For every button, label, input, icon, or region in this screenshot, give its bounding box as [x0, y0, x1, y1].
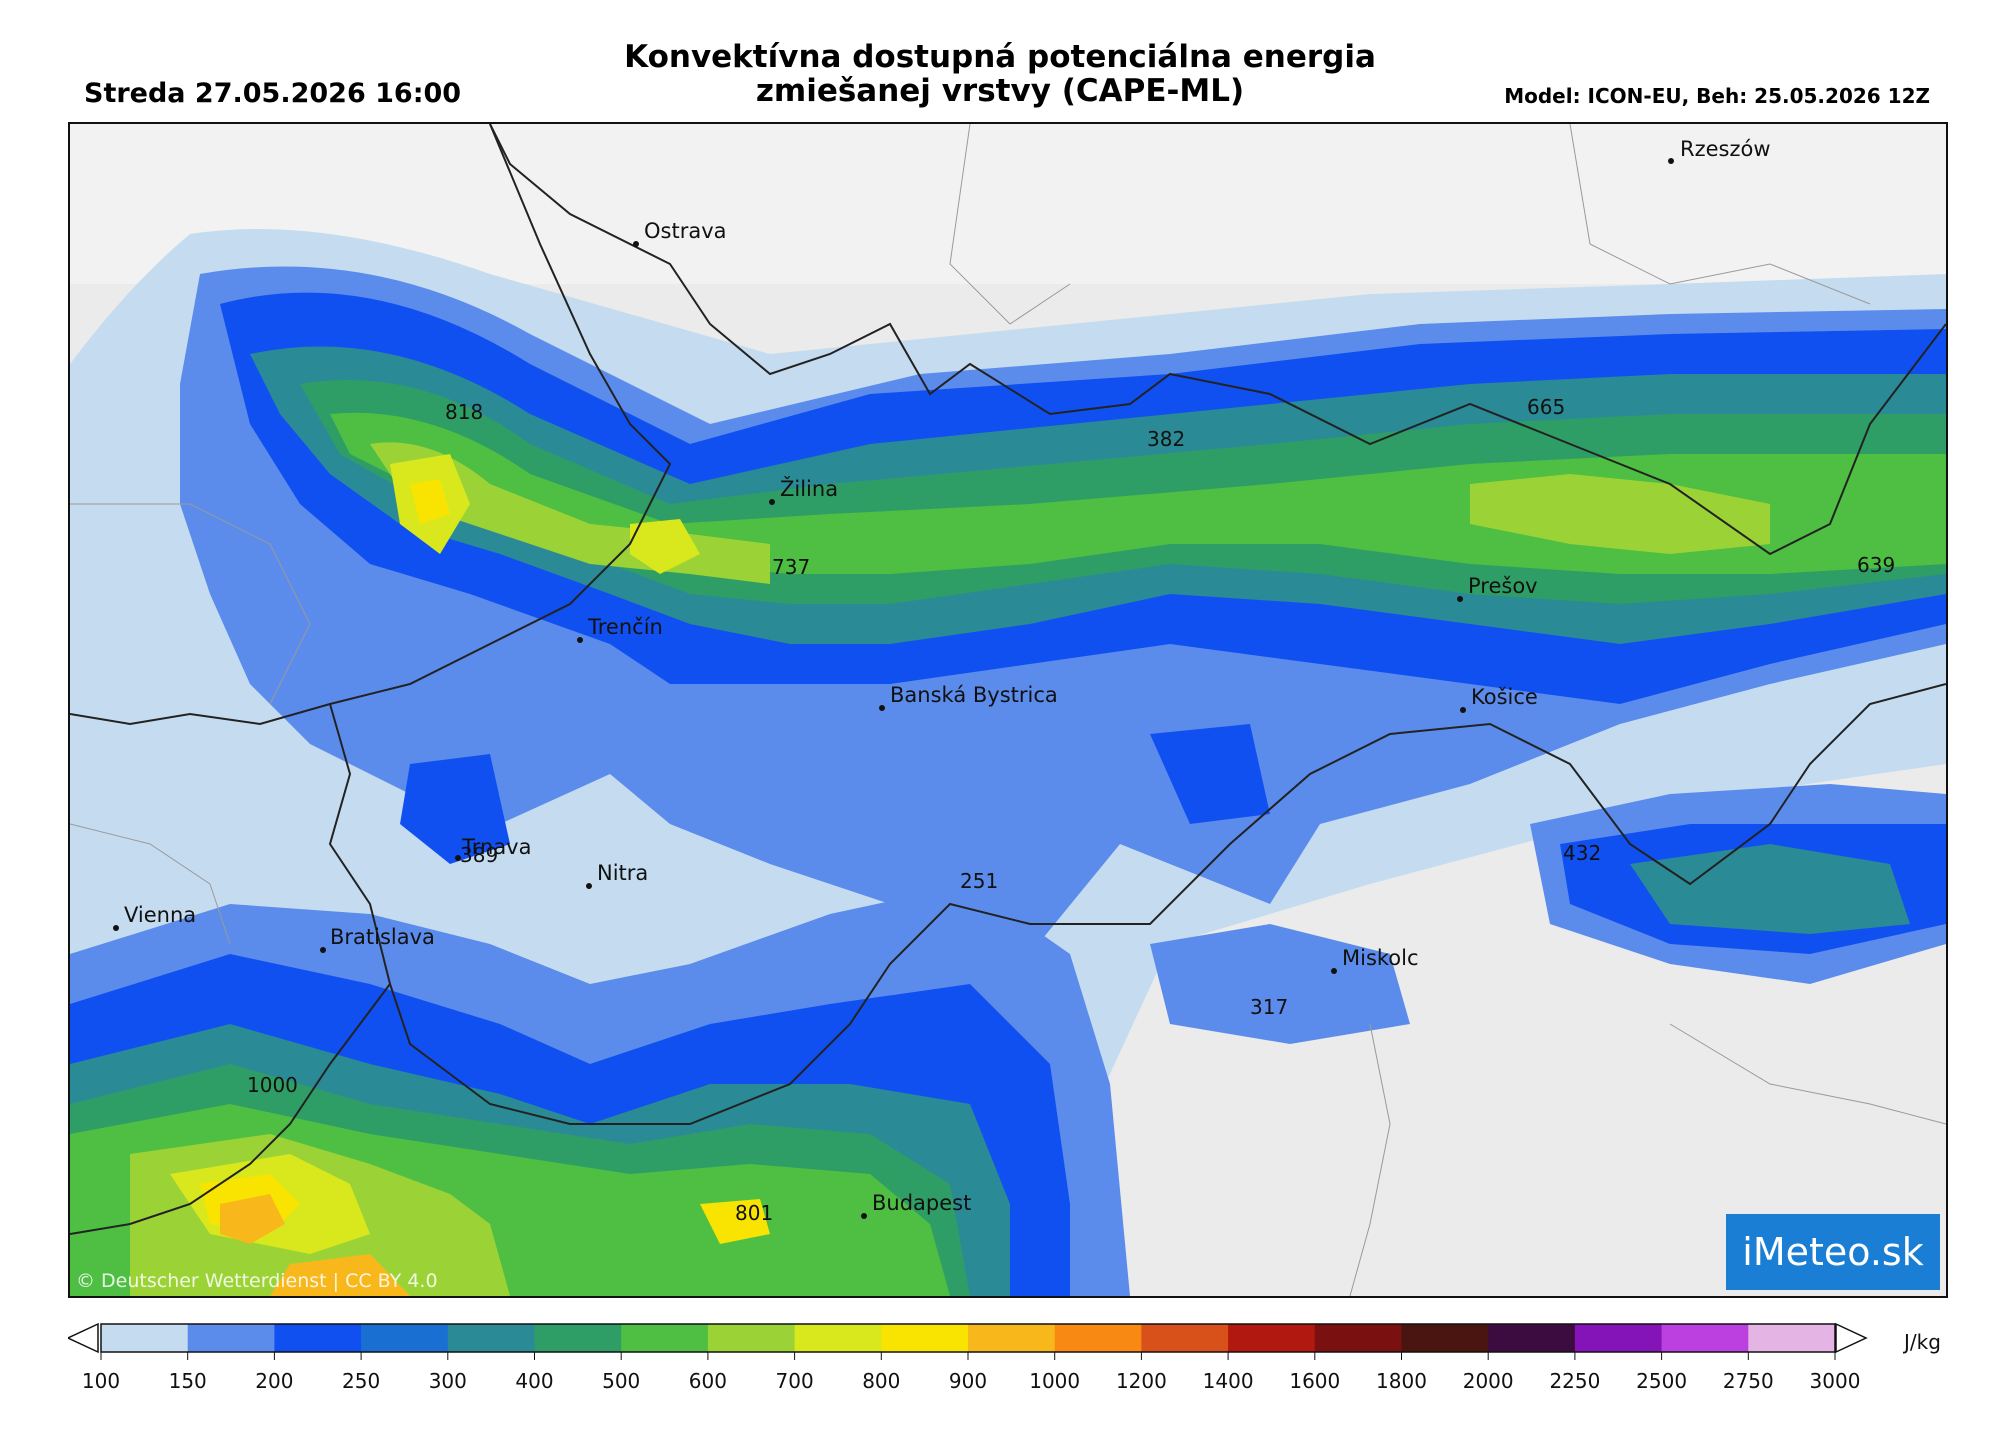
- legend-tick-label: 1800: [1376, 1369, 1427, 1393]
- legend-swatch: [534, 1324, 622, 1352]
- legend-tick-label: 2500: [1636, 1369, 1687, 1393]
- legend-swatch: [1488, 1324, 1576, 1352]
- legend-tick-label: 2000: [1463, 1369, 1514, 1393]
- legend-swatch: [361, 1324, 449, 1352]
- title-line-2: zmiešanej vrstvy (CAPE-ML): [755, 73, 1245, 109]
- city-label-banska-bystrica: Banská Bystrica: [890, 683, 1058, 707]
- city-dot-bratislava: [320, 947, 326, 953]
- city-dot-trnava: [455, 855, 461, 861]
- imeteo-logo[interactable]: iMeteo.sk: [1726, 1214, 1940, 1290]
- value-label: 317: [1250, 995, 1288, 1019]
- legend-swatch: [621, 1324, 709, 1352]
- colorbar-legend: 100 150 200 250 300 400 500 600 700 800 900 1000 120…: [68, 1322, 1868, 1393]
- legend-tick-label: 100: [82, 1369, 120, 1393]
- city-label-vienna: Vienna: [124, 903, 196, 927]
- legend-swatch: [1574, 1324, 1663, 1352]
- value-label: 639: [1857, 553, 1895, 577]
- city-label-trencin: Trenčín: [587, 615, 663, 639]
- legend-tick-label: 3000: [1810, 1369, 1861, 1393]
- map-panel[interactable]: Rzeszów Ostrava Žilina Trenčín Prešov Ko…: [68, 122, 1948, 1298]
- value-label: 818: [445, 400, 483, 424]
- city-markers: Rzeszów Ostrava Žilina Trenčín Prešov Ko…: [113, 137, 1771, 1219]
- city-label-presov: Prešov: [1468, 574, 1538, 598]
- city-label-trnava: Trnava: [461, 835, 531, 859]
- city-dot-kosice: [1460, 707, 1466, 713]
- legend-tick-label: 900: [949, 1369, 987, 1393]
- legend-tick-label: 200: [255, 1369, 293, 1393]
- value-label: 801: [735, 1201, 773, 1225]
- legend-tick-label: 1600: [1289, 1369, 1340, 1393]
- city-label-zilina: Žilina: [780, 476, 838, 501]
- legend-swatch: [1748, 1324, 1836, 1352]
- legend-tick-label: 1400: [1203, 1369, 1254, 1393]
- value-label: 389: [460, 843, 498, 867]
- copyright-notice: © Deutscher Wetterdienst | CC BY 4.0: [76, 1270, 438, 1292]
- legend-tick-label: 300: [429, 1369, 467, 1393]
- country-borders: [70, 124, 1946, 1235]
- legend-tick-label: 800: [862, 1369, 900, 1393]
- legend-tick-label: 500: [602, 1369, 640, 1393]
- city-dot-rzeszow: [1668, 158, 1674, 164]
- legend-tick-label: 150: [169, 1369, 207, 1393]
- city-dot-zilina: [769, 499, 775, 505]
- legend-tick-label: 1000: [1029, 1369, 1080, 1393]
- legend-tick-label: 600: [689, 1369, 727, 1393]
- legend-tick-label: 250: [342, 1369, 380, 1393]
- city-label-budapest: Budapest: [872, 1191, 971, 1215]
- city-dot-ostrava: [633, 241, 639, 247]
- legend-swatch: [707, 1324, 796, 1352]
- cape-value-labels: 818 737 382 665 639 432 389 251 317 1000…: [247, 395, 1895, 1225]
- city-label-ostrava: Ostrava: [644, 219, 727, 243]
- city-label-miskolc: Miskolc: [1342, 946, 1419, 970]
- legend-tick-label: 400: [515, 1369, 553, 1393]
- legend-swatch: [1661, 1324, 1749, 1352]
- legend-swatch: [1054, 1324, 1142, 1352]
- colorbar-left-arrow: [68, 1322, 99, 1354]
- legend-tick-label: 2750: [1723, 1369, 1774, 1393]
- value-label: 1000: [247, 1073, 298, 1097]
- legend-swatch: [1228, 1324, 1316, 1352]
- city-dot-vienna: [113, 925, 119, 931]
- value-label: 665: [1527, 395, 1565, 419]
- legend-swatch: [794, 1324, 882, 1352]
- city-label-bratislava: Bratislava: [330, 925, 435, 949]
- legend-swatches: [100, 1323, 1836, 1353]
- city-label-rzeszow: Rzeszów: [1680, 137, 1771, 161]
- legend-tick-label: 2250: [1549, 1369, 1600, 1393]
- legend-unit: J/kg: [1904, 1330, 1941, 1354]
- city-label-nitra: Nitra: [597, 861, 648, 885]
- city-dot-miskolc: [1331, 968, 1337, 974]
- model-run-info: Model: ICON-EU, Beh: 25.05.2026 12Z: [1504, 84, 1930, 108]
- city-dot-presov: [1457, 596, 1463, 602]
- legend-swatch: [881, 1324, 969, 1352]
- map-title: Konvektívna dostupná potenciálna energia…: [540, 40, 1460, 108]
- value-label: 251: [960, 869, 998, 893]
- legend-swatch: [101, 1324, 189, 1352]
- forecast-datetime: Streda 27.05.2026 16:00: [84, 78, 462, 109]
- legend-swatch: [968, 1324, 1056, 1352]
- region-borders: [70, 124, 1946, 1296]
- legend-ticks: 100 150 200 250 300 400 500 600 700 800 900 1000 120…: [82, 1352, 1861, 1393]
- legend-swatch: [1141, 1324, 1229, 1352]
- title-line-1: Konvektívna dostupná potenciálna energia: [624, 39, 1376, 75]
- city-dot-budapest: [861, 1213, 867, 1219]
- value-label: 432: [1563, 841, 1601, 865]
- legend-swatch: [447, 1324, 535, 1352]
- legend-tick-label: 700: [776, 1369, 814, 1393]
- legend-swatch: [1401, 1324, 1489, 1352]
- map-canvas: Rzeszów Ostrava Žilina Trenčín Prešov Ko…: [70, 124, 1946, 1296]
- value-label: 382: [1147, 427, 1185, 451]
- city-label-kosice: Košice: [1471, 685, 1538, 709]
- city-dot-nitra: [586, 883, 592, 889]
- colorbar-right-arrow: [1835, 1322, 1868, 1354]
- cape-band-900: [220, 1194, 410, 1296]
- city-dot-trencin: [577, 637, 583, 643]
- legend-tick-label: 1200: [1116, 1369, 1167, 1393]
- legend-swatch: [187, 1324, 275, 1352]
- value-label: 737: [772, 555, 810, 579]
- city-dot-banska-bystrica: [879, 705, 885, 711]
- legend-swatch: [1314, 1324, 1402, 1352]
- legend-swatch: [274, 1324, 362, 1352]
